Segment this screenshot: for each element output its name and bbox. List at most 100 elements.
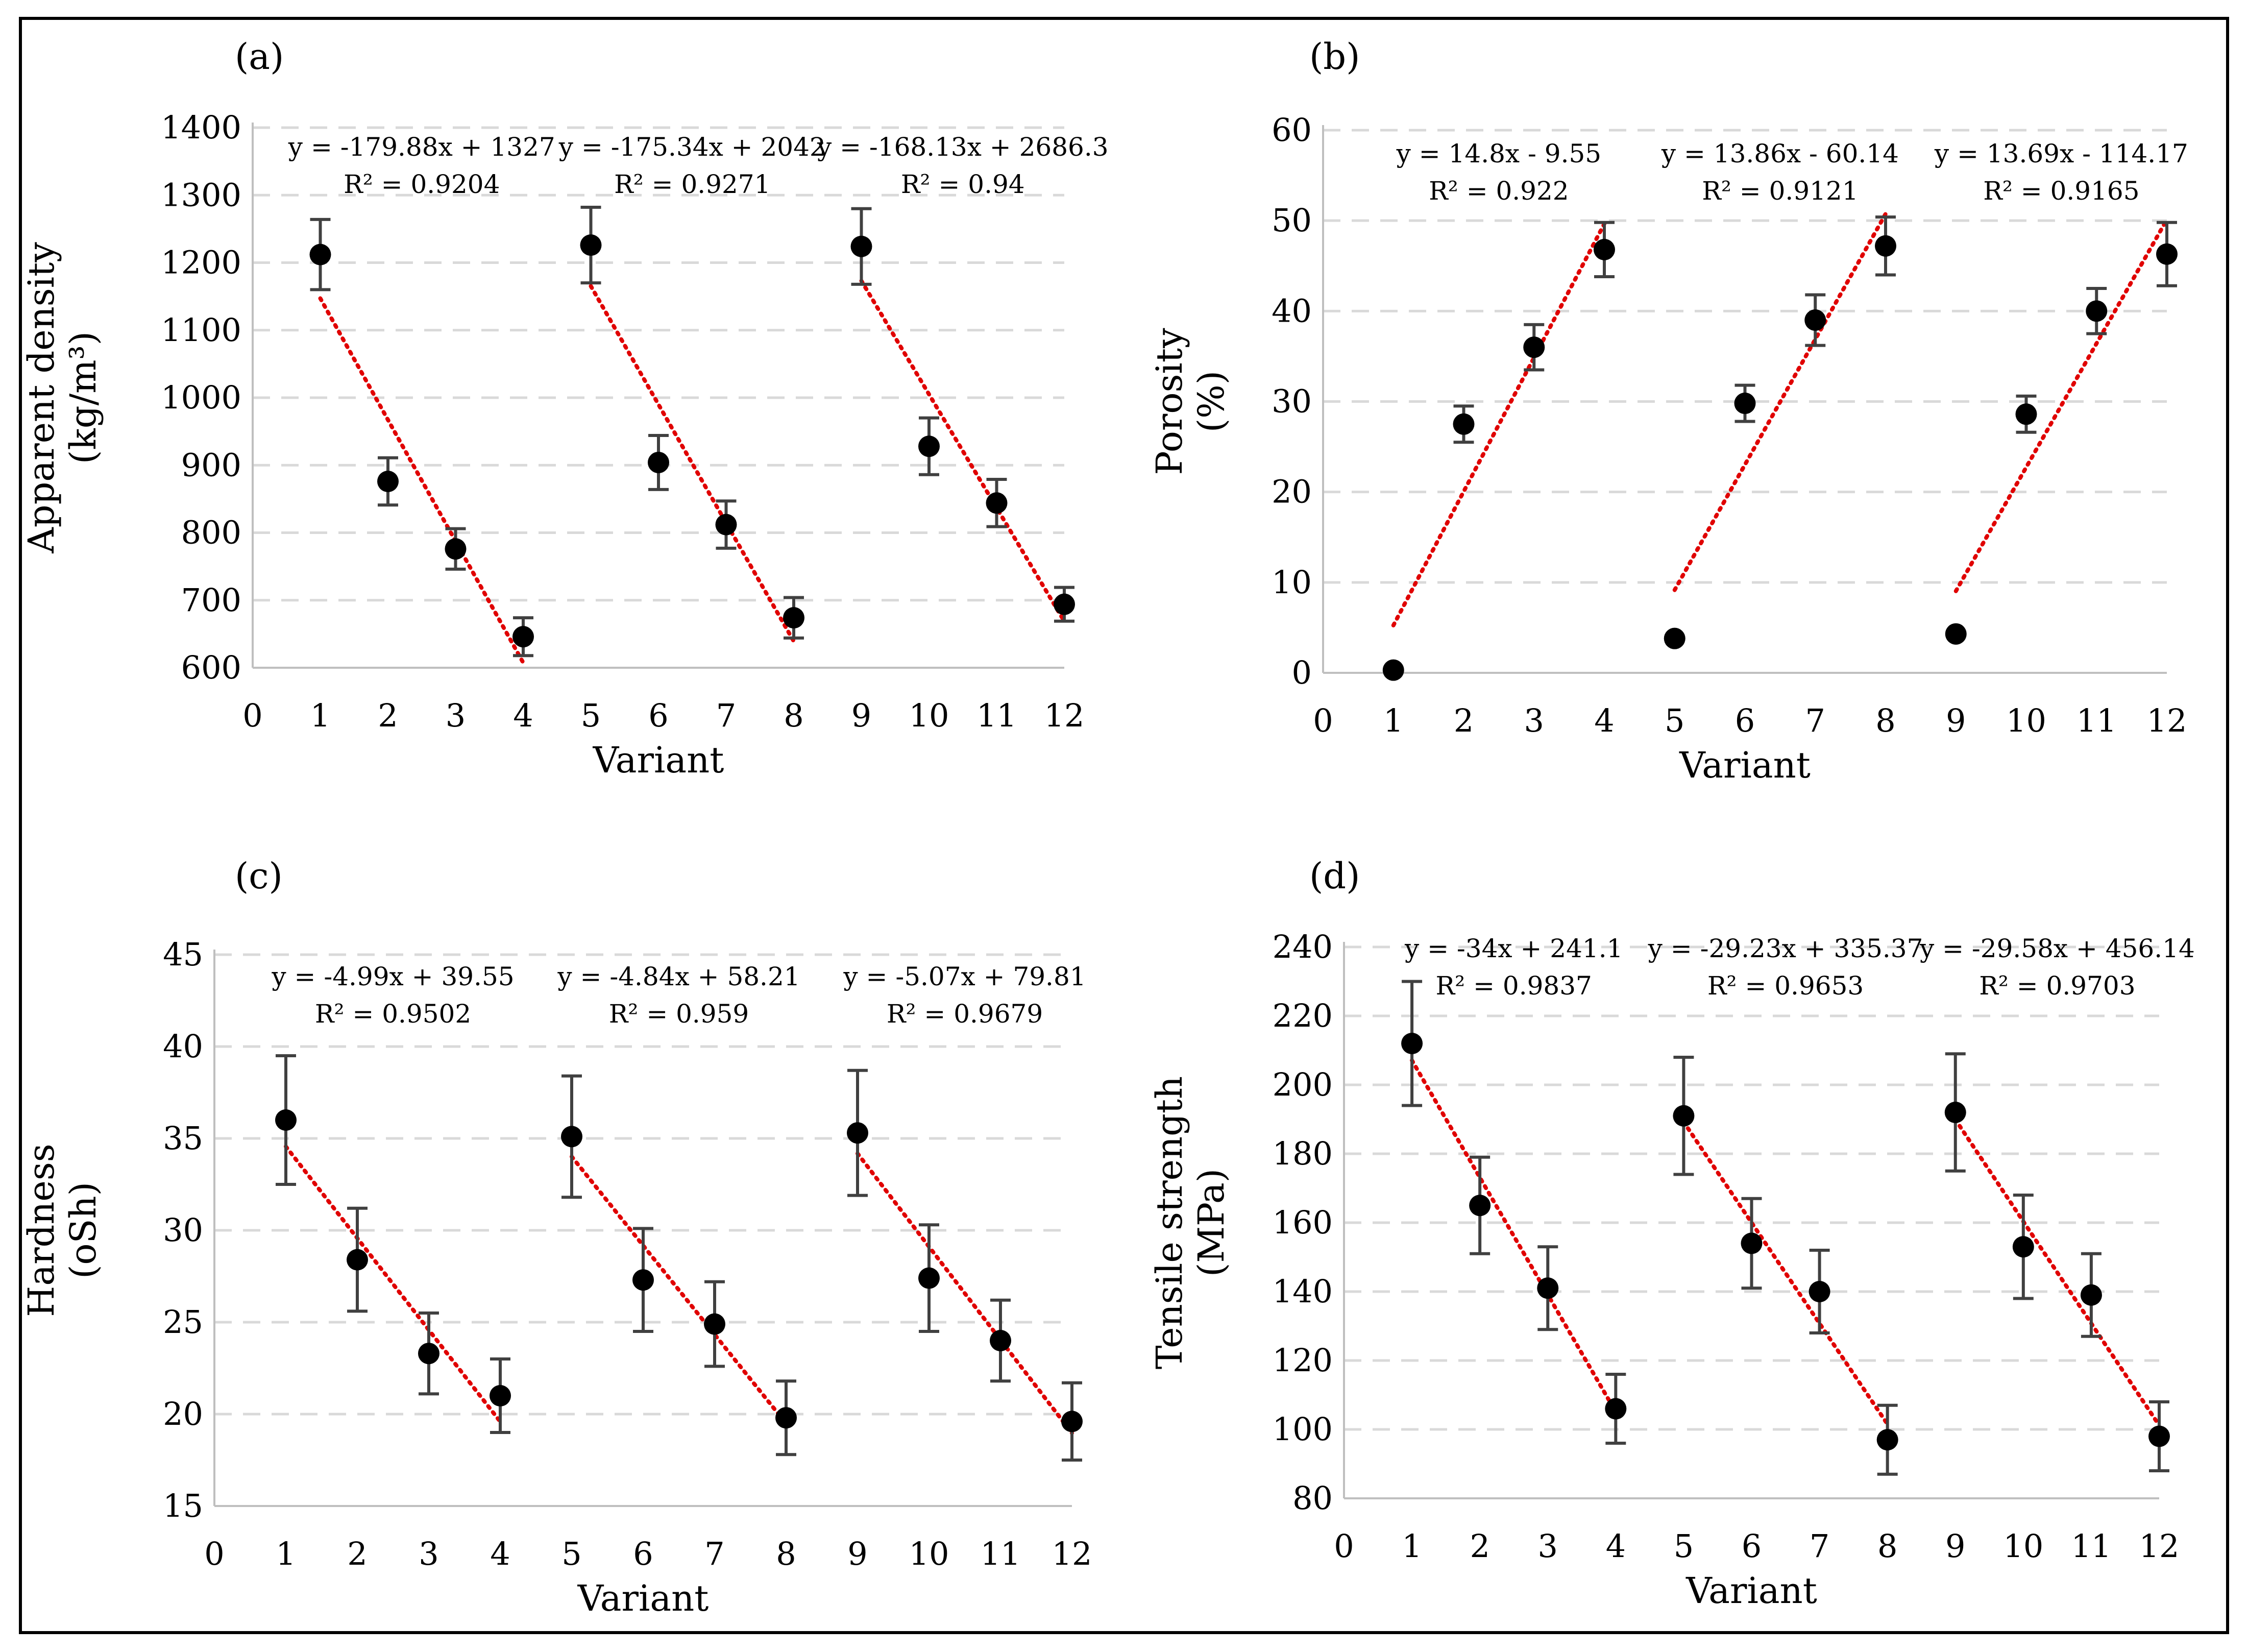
y-axis-title: Hardness(oSh) [20,1144,104,1317]
y-tick-label: 15 [163,1487,203,1524]
y-tick-label: 1100 [161,311,241,349]
x-tick-label: 10 [2006,702,2046,739]
trendline-r2: R² = 0.959 [609,999,749,1029]
y-tick-label: 180 [1273,1135,1333,1172]
trendline-equation: y = -4.84x + 58.21 [557,962,800,991]
x-tick-label: 10 [2003,1527,2043,1565]
trendline-r2: R² = 0.94 [901,169,1025,199]
y-tick-label: 40 [1272,292,1312,329]
y-axis-title: Apparent density(kg/m³) [20,242,104,554]
y-axis-title-line: Porosity [1149,328,1190,475]
x-tick-label: 7 [1810,1527,1829,1565]
panel-label: (c) [235,855,283,897]
data-point [1945,623,1967,645]
data-point [1944,1102,1966,1123]
x-tick-label: 11 [2076,702,2117,739]
y-tick-label: 1300 [161,176,241,213]
data-point [445,538,467,560]
trendline-equation: y = -5.07x + 79.81 [843,962,1086,991]
y-tick-label: 800 [181,514,241,551]
x-tick-label: 11 [2071,1527,2111,1565]
data-point [418,1343,439,1365]
x-tick-label: 11 [981,1535,1021,1572]
data-point [1594,238,1615,260]
y-axis-title: Tensile strength(MPa) [1149,1076,1232,1369]
x-axis-title: Variant [593,739,724,781]
y-tick-label: 20 [1272,473,1312,511]
x-tick-label: 6 [633,1535,653,1572]
data-point [918,1267,940,1289]
x-tick-label: 6 [648,697,668,734]
y-tick-label: 220 [1273,997,1333,1034]
y-tick-label: 100 [1273,1411,1333,1448]
trendline-equation: y = -34x + 241.1 [1404,934,1623,963]
data-point [648,451,669,473]
data-point [309,244,331,265]
trendline-r2: R² = 0.922 [1429,176,1569,206]
trendline [570,1154,788,1426]
trendline [589,284,796,644]
x-tick-label: 0 [1334,1527,1354,1565]
trendline [1681,1120,1890,1426]
y-axis-unit: (kg/m³) [62,331,104,464]
trendline [1410,1058,1618,1414]
data-point [1876,1429,1898,1451]
panel-label: (b) [1309,36,1360,78]
data-point [1605,1398,1627,1420]
y-tick-label: 1000 [161,379,241,416]
trendline-r2: R² = 0.9271 [614,169,770,199]
trendline-r2: R² = 0.9703 [1979,971,2135,1001]
x-tick-label: 0 [1313,702,1333,739]
x-tick-label: 3 [419,1535,438,1572]
trendline-equation: y = 13.86x - 60.14 [1661,139,1899,168]
x-tick-label: 1 [1402,1527,1422,1565]
data-point [850,235,872,257]
x-tick-label: 10 [909,1535,949,1572]
y-tick-label: 1200 [161,244,241,281]
trendline-equation: y = -168.13x + 2686.3 [817,132,1109,162]
data-point [580,234,602,256]
y-tick-label: 50 [1272,202,1312,239]
data-point [377,470,399,492]
data-point [847,1122,868,1144]
y-axis-unit: (MPa) [1190,1169,1232,1277]
trendline-r2: R² = 0.9204 [344,169,500,199]
x-tick-label: 3 [1524,702,1544,739]
y-axis-title-line: Hardness [20,1144,62,1317]
data-point [512,626,534,648]
figure-frame [19,17,2229,1634]
y-tick-label: 30 [163,1211,203,1249]
trendline [1953,217,2169,593]
data-point [1741,1232,1763,1254]
x-tick-label: 9 [1946,702,1966,739]
x-tick-label: 0 [204,1535,224,1572]
x-tick-label: 8 [784,697,803,734]
y-axis-title-line: Tensile strength [1149,1076,1190,1369]
data-point [1382,659,1404,681]
x-tick-label: 2 [378,697,398,734]
data-point [2015,403,2037,425]
x-tick-label: 12 [2139,1527,2180,1565]
x-axis-title: Variant [1679,744,1811,786]
x-tick-label: 12 [2147,702,2187,739]
y-tick-label: 120 [1273,1342,1333,1379]
x-tick-label: 7 [1805,702,1825,739]
trendline-r2: R² = 0.9121 [1702,176,1858,206]
panel-label: (d) [1309,855,1360,897]
y-axis-title: Porosity(%) [1149,328,1232,475]
y-tick-label: 900 [181,446,241,483]
x-tick-label: 7 [716,697,736,734]
data-point [2086,300,2108,322]
trendline [859,279,1066,624]
x-tick-label: 4 [490,1535,510,1572]
trendline-r2: R² = 0.9165 [1983,176,2139,206]
trendline-equation: y = 14.8x - 9.55 [1396,139,1601,168]
trendline-equation: y = -179.88x + 1327 [288,132,555,162]
x-tick-label: 9 [851,697,871,734]
data-point [1664,627,1685,649]
trendline-r2: R² = 0.9502 [315,999,471,1029]
